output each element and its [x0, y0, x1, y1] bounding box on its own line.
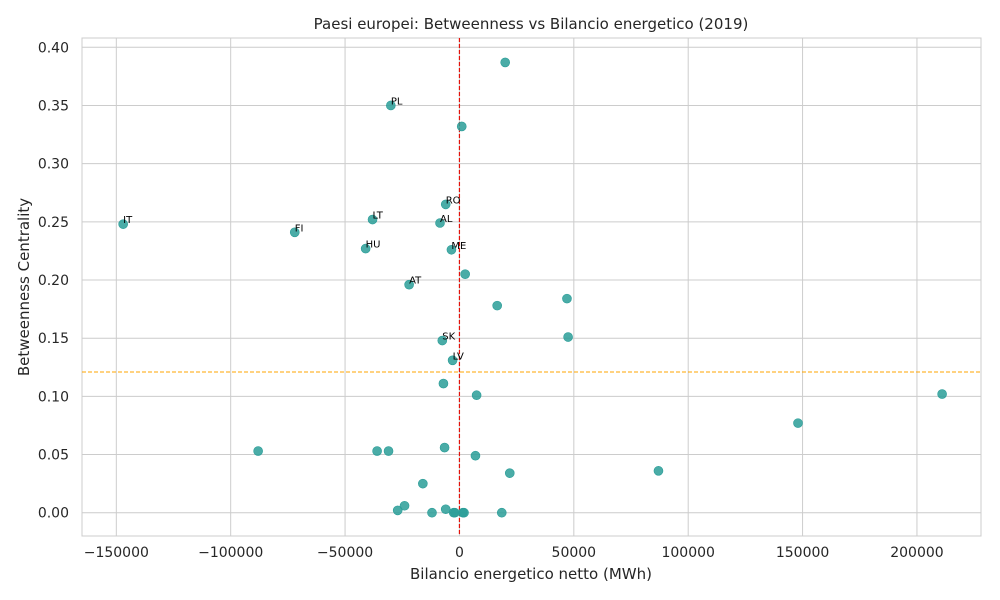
- x-tick-label: −150000: [84, 545, 149, 561]
- data-point: [459, 507, 469, 518]
- data-point: [500, 57, 510, 68]
- data-point: [392, 505, 403, 516]
- y-tick-label: 0.05: [38, 448, 69, 464]
- x-tick-label: −100000: [198, 545, 263, 561]
- x-tick-label: −50000: [317, 545, 373, 561]
- y-tick-label: 0.00: [38, 506, 69, 522]
- data-point: [450, 507, 460, 518]
- data-point: [383, 446, 394, 456]
- y-tick-label: 0.40: [38, 40, 69, 56]
- point-label: ME: [451, 241, 466, 252]
- data-point: [253, 446, 263, 456]
- point-label: PL: [391, 96, 403, 107]
- data-point: [456, 121, 467, 132]
- data-point: [399, 500, 410, 511]
- point-labels: PL RO LT IT AL FI HU ME AT SK LV: [123, 96, 466, 362]
- x-tick-label: 0: [455, 545, 464, 561]
- data-point: [439, 442, 450, 453]
- reference-lines: [82, 38, 981, 536]
- x-tick-label: 50000: [552, 545, 597, 561]
- data-point: [653, 466, 664, 476]
- y-tick-label: 0.25: [38, 215, 69, 231]
- data-point: [470, 450, 481, 461]
- y-tick-label: 0.35: [38, 98, 69, 114]
- point-label: LV: [453, 351, 464, 362]
- data-point: [937, 389, 947, 399]
- plot-area: [81, 37, 982, 537]
- data-point: [563, 332, 573, 342]
- point-label: IT: [123, 215, 133, 226]
- data-point: [435, 218, 445, 228]
- data-points: [118, 57, 947, 518]
- data-point: [367, 214, 378, 225]
- data-point: [438, 378, 449, 389]
- data-point: [447, 355, 458, 366]
- data-point: [496, 507, 507, 518]
- data-point: [372, 446, 382, 456]
- x-tick-label: 150000: [776, 545, 829, 561]
- data-point: [793, 418, 803, 428]
- y-tick-labels: 0.00 0.05 0.10 0.15 0.20 0.25 0.30 0.35 0.40: [38, 40, 69, 521]
- data-point: [446, 244, 457, 255]
- data-point: [289, 227, 300, 238]
- chart-title: Paesi europei: Betweenness vs Bilancio e…: [314, 15, 749, 33]
- point-label: LT: [373, 211, 384, 222]
- data-point: [404, 279, 414, 290]
- point-label: HU: [366, 240, 381, 251]
- x-axis-title: Bilancio energetico netto (MWh): [410, 565, 652, 583]
- x-tick-labels: −150000 −100000 −50000 0 50000 100000 150000 20…: [84, 545, 944, 561]
- point-label: AL: [440, 214, 453, 225]
- point-label: SK: [442, 332, 455, 343]
- y-tick-label: 0.10: [38, 389, 69, 405]
- y-tick-label: 0.15: [38, 331, 69, 347]
- data-point: [360, 243, 371, 254]
- data-point: [118, 219, 128, 229]
- y-tick-label: 0.30: [38, 157, 69, 173]
- data-point: [504, 468, 515, 478]
- y-tick-label: 0.20: [38, 273, 69, 289]
- data-point: [460, 269, 470, 280]
- y-axis-title: Betweenness Centrality: [15, 198, 33, 376]
- x-tick-label: 100000: [661, 545, 714, 561]
- grid: [82, 38, 981, 536]
- data-point: [440, 504, 451, 515]
- data-point: [492, 300, 502, 311]
- data-point: [471, 390, 482, 401]
- data-point: [440, 199, 451, 210]
- data-point: [562, 293, 572, 304]
- data-point: [418, 478, 428, 489]
- data-point: [437, 335, 448, 346]
- data-point: [427, 507, 437, 518]
- point-label: RO: [446, 195, 461, 206]
- point-label: AT: [409, 276, 422, 287]
- x-tick-label: 200000: [890, 545, 943, 561]
- data-point: [386, 100, 396, 111]
- point-label: FI: [295, 223, 304, 234]
